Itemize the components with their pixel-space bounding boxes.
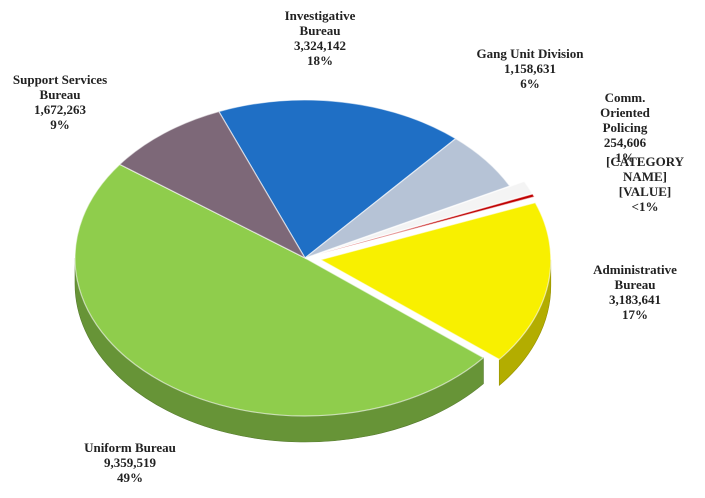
percent-label: 1% xyxy=(615,150,635,165)
value-label: 254,606 xyxy=(603,135,647,150)
percent-label: 49% xyxy=(116,470,143,485)
slice-label: Comm. Oriented Policing 254,606 1% xyxy=(585,90,665,165)
category-name: [CATEGORY NAME] xyxy=(605,154,685,184)
percent-label: 6% xyxy=(520,76,540,91)
category-name: Administrative Bureau xyxy=(593,262,677,292)
value-label: 1,158,631 xyxy=(503,61,556,76)
category-name: Support Services Bureau xyxy=(12,72,108,102)
slice-label: [CATEGORY NAME] [VALUE] <1% xyxy=(606,154,684,214)
slice-label: Uniform Bureau 9,359,519 49% xyxy=(84,440,176,485)
slice xyxy=(319,193,536,255)
value-label: 3,183,641 xyxy=(609,292,661,307)
category-name: Uniform Bureau xyxy=(84,440,176,455)
category-name: Investigative Bureau xyxy=(284,8,356,38)
value-label: 1,672,263 xyxy=(34,102,86,117)
value-label: 3,324,142 xyxy=(294,38,346,53)
slice xyxy=(217,99,457,259)
percent-label: 17% xyxy=(622,307,648,322)
percent-label: 18% xyxy=(307,53,333,68)
percent-label: <1% xyxy=(631,199,659,214)
category-name: Gang Unit Division xyxy=(476,46,584,61)
slice-label: Investigative Bureau 3,324,142 18% xyxy=(285,8,356,68)
percent-label: 9% xyxy=(50,117,70,132)
value-label: [VALUE] xyxy=(618,184,672,199)
slice xyxy=(319,201,552,361)
category-name: Comm. Oriented Policing xyxy=(600,90,650,135)
slice-label: Gang Unit Division 1,158,631 6% xyxy=(477,46,584,91)
value-label: 9,359,519 xyxy=(103,455,156,470)
slice xyxy=(74,163,485,417)
slice-label: Administrative Bureau 3,183,641 17% xyxy=(593,262,677,322)
slice-label: Support Services Bureau 1,672,263 9% xyxy=(13,72,107,132)
slice xyxy=(118,110,307,260)
